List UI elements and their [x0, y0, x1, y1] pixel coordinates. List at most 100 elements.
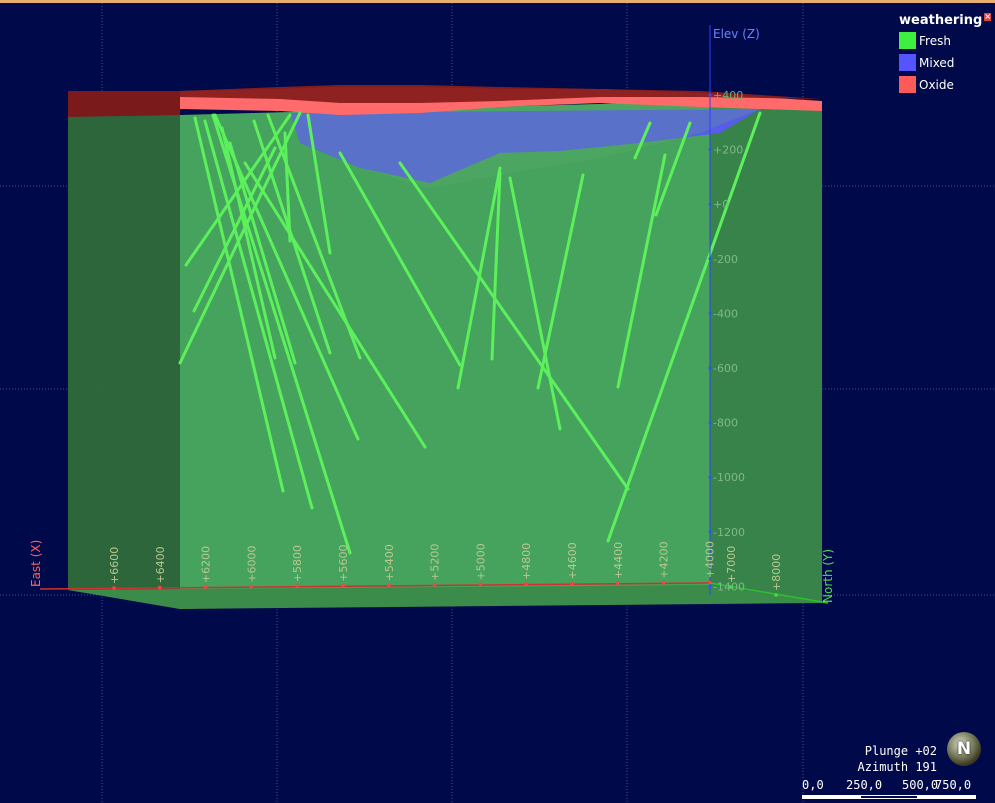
- drillhole: [398, 161, 630, 491]
- legend-item-fresh[interactable]: Fresh: [899, 32, 989, 49]
- elev-tick: [708, 584, 712, 588]
- east-tick: [616, 581, 620, 585]
- oxide-top-dark: [68, 85, 822, 113]
- east-tick: [249, 584, 254, 589]
- elev-tick: [708, 202, 712, 206]
- elev-tick-label: -1400: [713, 580, 745, 593]
- oxide-left-face: [68, 91, 180, 117]
- east-tick-label: +5800: [291, 545, 304, 582]
- elev-axis-label: Elev (Z): [713, 27, 760, 41]
- east-axis-label: East (X): [29, 540, 43, 587]
- elev-tick-label: -1000: [713, 471, 745, 484]
- legend-swatch-oxide: [899, 76, 916, 93]
- drillhole: [654, 121, 692, 217]
- scale-segment: [802, 795, 860, 799]
- drillhole: [606, 111, 762, 543]
- north-tick-label: +7000: [725, 546, 738, 583]
- drillhole: [633, 121, 652, 160]
- north-tick-label: +8000: [770, 554, 783, 591]
- scale-labels: 0,0 250,0 500,0 750,0: [802, 778, 978, 792]
- elev-tick: [708, 257, 712, 261]
- east-tick: [478, 582, 483, 587]
- elev-tick: [708, 366, 712, 370]
- scale-segment: [918, 795, 976, 799]
- east-tick-label: +6000: [245, 545, 258, 582]
- east-tick: [387, 583, 391, 588]
- elev-tick-label: +200: [713, 144, 743, 157]
- east-tick: [112, 586, 116, 590]
- close-icon[interactable]: ×: [984, 12, 992, 21]
- legend-label-mixed: Mixed: [919, 55, 955, 70]
- east-tick: [570, 581, 574, 586]
- compass-label: N: [956, 739, 972, 759]
- elev-tick: [708, 475, 712, 479]
- east-tick: [341, 583, 345, 588]
- east-tick: [707, 580, 712, 584]
- north-tick: [729, 585, 733, 589]
- elev-tick-label: -600: [713, 362, 738, 375]
- elev-tick-label: -800: [713, 417, 738, 430]
- drillhole: [220, 126, 277, 360]
- east-tick-label: +5400: [383, 544, 396, 581]
- east-tick-label: +4200: [658, 541, 671, 578]
- east-tick: [295, 584, 300, 588]
- east-tick: [432, 583, 437, 587]
- scale-label: 0,0: [802, 778, 824, 792]
- scale-label: 250,0: [846, 778, 883, 792]
- legend-label-fresh: Fresh: [919, 33, 951, 48]
- drillhole: [178, 111, 302, 365]
- east-tick-label: +5000: [474, 543, 487, 580]
- legend-title-row: weathering ×: [899, 12, 992, 28]
- east-tick-marks: +6600 +6400 +6200 +6000 +5800 +5600 +5400 +5200…: [108, 541, 716, 590]
- legend-item-oxide[interactable]: Oxide: [899, 76, 989, 93]
- scale-segment: [860, 795, 918, 799]
- legend-title: weathering: [899, 13, 983, 28]
- drillhole: [184, 113, 292, 267]
- east-axis-line: [39, 582, 711, 590]
- fresh-block-right-face: [710, 101, 822, 603]
- drillhole: [306, 113, 332, 255]
- drillhole: [228, 141, 297, 365]
- legend-item-mixed[interactable]: Mixed: [899, 54, 989, 71]
- elev-tick: [708, 530, 712, 534]
- 3d-scene[interactable]: +400 +200 +0 -200 -400 -600 -800 -1000 -1200 -140…: [0, 3, 995, 803]
- east-tick: [661, 580, 666, 585]
- drillhole: [283, 131, 292, 243]
- elev-tick: [708, 421, 712, 425]
- north-compass-icon[interactable]: N: [947, 732, 981, 766]
- plunge-readout: Plunge +02: [864, 744, 937, 758]
- east-tick: [524, 582, 528, 586]
- north-tick-marks: +7000 +8000: [725, 546, 783, 597]
- mixed-layer-shadow: [180, 101, 760, 188]
- elev-tick: [708, 148, 712, 152]
- elev-tick-label: +0: [713, 198, 729, 211]
- scale-label: 500,0: [902, 778, 939, 792]
- drillhole: [192, 146, 277, 313]
- east-tick-label: +6400: [154, 546, 167, 583]
- east-tick-label: +5200: [429, 544, 442, 581]
- east-tick: [203, 585, 208, 589]
- east-tick-label: +5600: [337, 545, 350, 582]
- drillhole: [193, 116, 285, 493]
- east-tick-label: +6200: [200, 546, 213, 583]
- view-orientation-info: Plunge +02 Azimuth 191: [858, 743, 937, 775]
- elev-tick: [708, 311, 712, 315]
- azimuth-readout: Azimuth 191: [857, 760, 937, 774]
- east-tick-label: +4800: [520, 543, 533, 580]
- drillholes: [178, 111, 762, 555]
- north-tick: [774, 593, 778, 597]
- elev-tick: [708, 93, 712, 97]
- fresh-block-left-face: [68, 115, 180, 609]
- north-axis-label: North (Y): [821, 549, 835, 603]
- fresh-block-front-face: [180, 101, 710, 609]
- legend-swatch-mixed: [899, 54, 916, 71]
- elev-tick-marks: +400 +200 +0 -200 -400 -600 -800 -1000 -1200 -140…: [708, 89, 745, 593]
- drillhole: [616, 153, 667, 389]
- east-tick-label: +6600: [108, 547, 121, 584]
- scale-label: 750,0: [935, 778, 972, 792]
- drillhole: [203, 119, 314, 510]
- east-tick: [158, 585, 162, 590]
- east-tick-label: +4400: [612, 542, 625, 579]
- drillhole: [490, 171, 502, 361]
